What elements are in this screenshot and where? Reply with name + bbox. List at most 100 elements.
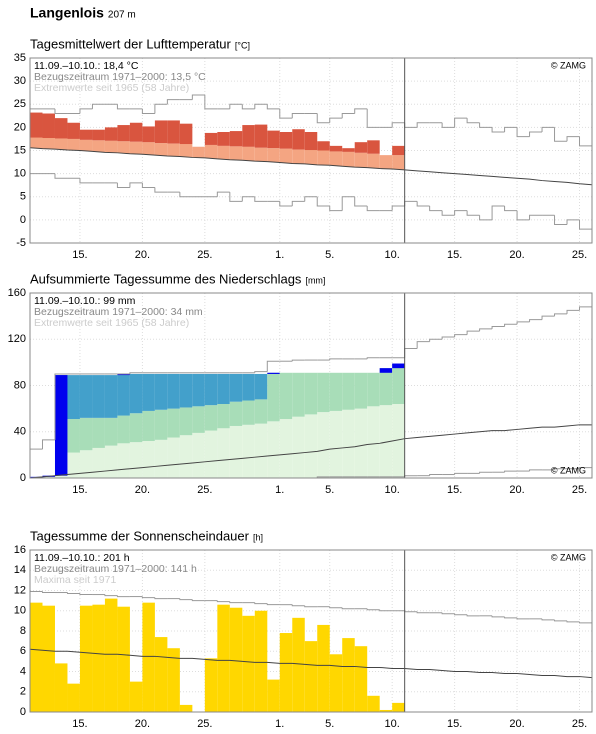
precip-mid [267, 372, 280, 422]
step-line [116, 595, 130, 598]
temperature-bar-high [317, 141, 330, 151]
precip-high [92, 375, 105, 418]
x-tick-label: 25. [197, 718, 212, 729]
step-line [366, 357, 380, 359]
temperature-bar-low [167, 143, 180, 157]
temperature-bar-low [92, 140, 105, 153]
precip-mid [329, 372, 343, 411]
step-line [566, 309, 580, 314]
y-tick-label: 12 [14, 584, 26, 596]
precip-mid [354, 372, 368, 409]
x-tick-label: 10. [385, 484, 400, 496]
sunshine-bar [342, 638, 355, 712]
step-line [416, 122, 430, 128]
step-line [304, 605, 318, 608]
step-line [366, 206, 380, 212]
sunshine-bar [317, 624, 330, 712]
step-line [104, 594, 118, 597]
temperature-bar-low [367, 153, 380, 169]
precip-mid [379, 368, 393, 406]
y-tick-label: 0 [20, 706, 26, 718]
step-line [266, 104, 280, 110]
precip-increment [267, 372, 280, 374]
step-line [529, 214, 543, 220]
precip-mid [192, 406, 205, 433]
temperature-bar-low [142, 142, 155, 156]
chart-title: Tagessumme der Sonnenscheindauer [30, 528, 250, 543]
chart-panel: Tagessumme der Sonnenscheindauer [h] 0 2 4 6 8… [14, 528, 593, 730]
precip-low [267, 421, 280, 478]
x-tick-label: 15. [72, 249, 87, 261]
y-tick-label: 5 [20, 191, 26, 203]
sunshine-bar [254, 610, 268, 712]
temperature-bar-high [154, 120, 168, 144]
temperature-bar-low [79, 139, 93, 152]
temperature-bar-low [317, 150, 330, 166]
annotation: Extremwerte seit 1965 (58 Jahre) [34, 82, 189, 94]
step-line [579, 136, 592, 147]
y-tick-label: 40 [14, 426, 26, 438]
sunshine-bar [30, 602, 43, 712]
normal-line [30, 147, 592, 186]
step-line [341, 196, 355, 211]
step-line [291, 113, 305, 119]
temperature-bar-high [242, 125, 255, 147]
step-line [504, 206, 518, 212]
step-line [491, 326, 505, 329]
precip-increment [392, 363, 405, 369]
precip-mid [342, 372, 355, 410]
step-line [191, 94, 205, 100]
step-line [191, 599, 205, 602]
chart-unit: [h] [253, 532, 263, 542]
step-line [229, 192, 243, 202]
step-line [491, 615, 505, 618]
step-line [416, 611, 430, 614]
temperature-bar-low [117, 141, 130, 154]
x-tick-label: 25. [572, 249, 587, 261]
precip-high [179, 373, 193, 408]
temperature-bar-high [304, 132, 318, 151]
temperature-bar-low [154, 143, 168, 157]
step-line [304, 196, 318, 202]
step-line [254, 602, 268, 605]
temperature-bar-low [304, 150, 318, 165]
chart-title: Aufsummierte Tagessumme des Niederschlag… [30, 271, 302, 286]
step-line [429, 474, 443, 476]
step-line [291, 200, 305, 206]
step-line [66, 592, 80, 595]
step-line [516, 617, 530, 620]
credit: © ZAMG [551, 60, 586, 70]
step-line [254, 371, 268, 373]
step-line [154, 187, 168, 193]
step-line [129, 372, 143, 374]
temperature-bar-low [292, 149, 305, 164]
step-line [341, 607, 355, 610]
step-line [479, 328, 493, 332]
precip-mid [92, 417, 105, 448]
precip-mid [304, 372, 318, 415]
step-line [129, 182, 143, 188]
y-tick-label: 160 [8, 287, 26, 299]
step-line [554, 127, 568, 142]
step-line [79, 108, 93, 114]
step-line [554, 215, 568, 225]
step-line [329, 606, 343, 609]
temperature-bar-high [254, 124, 268, 148]
y-tick-label: 0 [20, 472, 26, 484]
temperature-bar-low [329, 151, 343, 167]
temperature-bar-high [67, 122, 80, 139]
x-tick-label: 15. [447, 249, 462, 261]
step-line [254, 196, 268, 202]
temperature-bar-low [129, 141, 143, 155]
temperature-bar-low [67, 138, 80, 151]
x-tick-label: 1. [275, 484, 284, 496]
precip-mid [79, 417, 93, 451]
sunshine-bar [142, 602, 155, 712]
precip-mid [129, 413, 143, 443]
sunshine-bar [367, 695, 380, 712]
temperature-bar-high [129, 122, 143, 142]
sunshine-bar [154, 637, 168, 712]
x-tick-label: 5. [325, 484, 334, 496]
y-tick-label: 4 [20, 665, 26, 677]
